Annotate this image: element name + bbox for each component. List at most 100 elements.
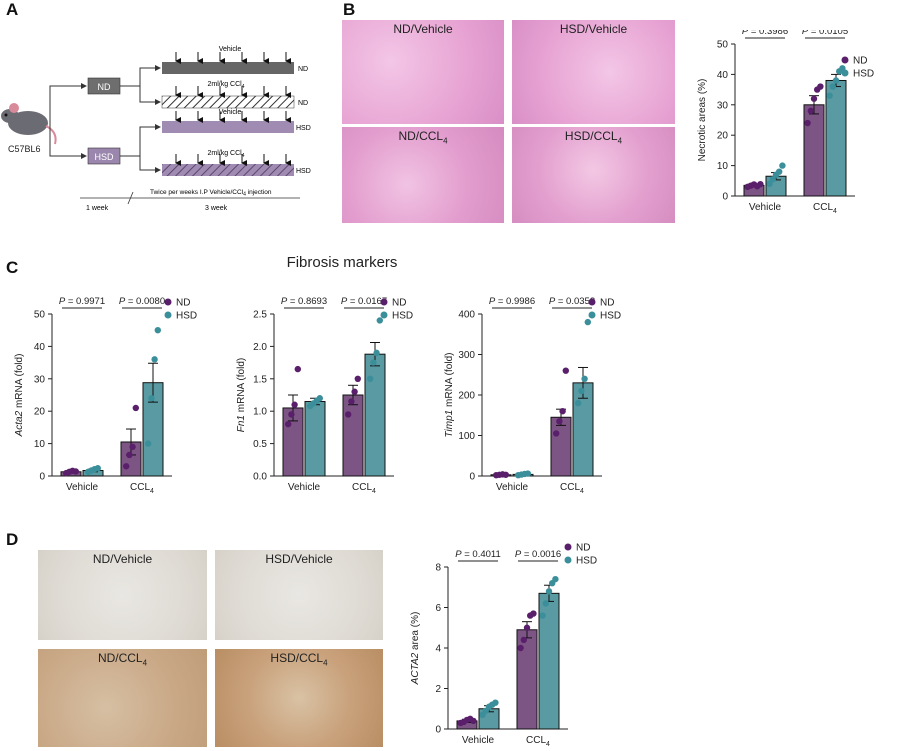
data-point xyxy=(129,443,136,451)
bar-hsd xyxy=(304,400,326,477)
y-tick-label: 300 xyxy=(458,350,475,361)
data-point xyxy=(367,375,374,382)
data-point xyxy=(769,176,776,183)
legend-label: ND xyxy=(600,298,614,309)
y-tick-label: 0 xyxy=(39,472,45,483)
y-axis-label: Acta2 mRNA (fold) xyxy=(14,354,25,438)
data-point xyxy=(376,317,383,324)
y-tick-label: 1.0 xyxy=(253,407,267,418)
x-tick-label: Vehicle xyxy=(66,482,99,493)
data-point xyxy=(345,411,352,418)
legend-label: ND xyxy=(576,543,590,554)
y-axis-label: Timp1 mRNA (fold) xyxy=(444,353,455,438)
y-tick-label: 30 xyxy=(34,374,46,385)
y-tick-label: 200 xyxy=(458,391,475,402)
mouse-icon xyxy=(1,103,57,145)
p-value-label: P = 0.9986 xyxy=(489,296,535,307)
x-tick-label: Vehicle xyxy=(496,482,529,493)
bar-hsd xyxy=(364,353,386,477)
legend-label: ND xyxy=(392,298,406,309)
data-point xyxy=(285,420,292,428)
data-point xyxy=(553,430,560,437)
legend-marker xyxy=(164,311,172,319)
data-point xyxy=(578,387,585,395)
data-point xyxy=(492,699,499,706)
p-value-label: P = 0.0016 xyxy=(515,549,561,560)
bar-nd xyxy=(516,629,538,730)
y-tick-label: 40 xyxy=(34,342,46,353)
x-tick-label: CCL4 xyxy=(813,202,837,215)
legend-marker xyxy=(380,311,388,319)
y-tick-label: 1.5 xyxy=(253,374,267,385)
x-tick-label: CCL4 xyxy=(352,482,376,495)
legend-label: HSD xyxy=(576,556,597,567)
data-point xyxy=(575,399,582,407)
y-tick-label: 10 xyxy=(717,161,729,172)
ihc-image-hsd-ccl4: HSD/CCL4 xyxy=(215,649,383,747)
data-point xyxy=(348,398,355,405)
fibrosis-markers-title: Fibrosis markers xyxy=(286,254,398,271)
data-point xyxy=(539,612,546,619)
p-value-label: P = 0.0358 xyxy=(549,296,595,307)
data-point xyxy=(132,404,139,412)
y-tick-label: 0 xyxy=(435,725,441,736)
y-axis-label: Fn1 mRNA (fold) xyxy=(236,358,247,432)
svg-text:ND: ND xyxy=(298,66,308,73)
data-point xyxy=(373,349,380,357)
legend-label: HSD xyxy=(392,311,413,322)
y-tick-label: 10 xyxy=(34,439,46,450)
data-point xyxy=(370,359,377,366)
week3-label: 3 week xyxy=(205,205,228,212)
y-tick-label: 20 xyxy=(34,407,46,418)
ihc-image-nd-ccl4: ND/CCL4 xyxy=(38,649,207,747)
data-point xyxy=(72,468,80,475)
experiment-schematic: C57BL6 ND HSD Vehicle 2ml/kg CCl4 Vehicl… xyxy=(1,46,311,212)
y-tick-label: 40 xyxy=(717,70,729,81)
acta2-area-chart: 0 2 4 6 8 ACTA2 area (%) Vehicle P = 0.4011 CCL4… xyxy=(410,543,597,749)
data-point xyxy=(294,365,301,373)
data-point xyxy=(581,375,588,382)
ihc-image-nd-vehicle: ND/Vehicle xyxy=(38,550,207,640)
legend-label: ND xyxy=(853,56,867,67)
injection-schedule-label: Twice per weeks I.P Vehicle/CCl4 injecti… xyxy=(150,189,272,198)
svg-text:HSD: HSD xyxy=(296,168,311,175)
svg-text:2ml/kg CCl4: 2ml/kg CCl4 xyxy=(207,150,244,159)
data-point xyxy=(832,77,840,84)
p-value-label: P = 0.0080 xyxy=(119,296,165,307)
x-tick-label: CCL4 xyxy=(526,735,550,748)
data-point xyxy=(545,588,553,595)
svg-text:HSD: HSD xyxy=(296,125,311,132)
svg-text:ND: ND xyxy=(298,100,308,107)
he-image-nd-vehicle: ND/Vehicle xyxy=(342,20,504,124)
x-tick-label: Vehicle xyxy=(749,202,782,213)
y-tick-label: 0.5 xyxy=(253,439,267,450)
nd-diet-box: ND xyxy=(98,82,111,92)
panel-label-a: A xyxy=(6,0,19,19)
data-point xyxy=(556,418,563,425)
data-point xyxy=(804,119,811,127)
panel-label-d: D xyxy=(6,530,19,549)
data-point xyxy=(530,610,537,617)
y-axis-label: ACTA2 area (%) xyxy=(410,612,421,686)
y-tick-label: 30 xyxy=(717,100,729,111)
data-point xyxy=(826,92,833,99)
data-point xyxy=(288,411,295,418)
data-point xyxy=(559,408,566,415)
legend-label: HSD xyxy=(176,311,197,322)
data-point xyxy=(520,636,527,644)
data-point xyxy=(810,95,818,102)
data-point xyxy=(817,83,824,90)
he-image-hsd-ccl4: HSD/CCL4 xyxy=(512,127,675,223)
y-tick-label: 400 xyxy=(458,310,475,321)
data-point xyxy=(145,440,152,447)
he-image-hsd-vehicle: HSD/Vehicle xyxy=(512,20,675,124)
fn1-mrna-chart: 0.0 0.5 1.0 1.5 2.0 2.5 Fn1 mRNA (fold) Vehicle… xyxy=(236,296,413,495)
legend-marker xyxy=(588,298,596,306)
timp1-mrna-chart: 0 100 200 300 400 Timp1 mRNA (fold) Vehicle P =… xyxy=(444,296,621,495)
data-point xyxy=(94,465,102,472)
data-point xyxy=(123,463,130,470)
bar-nd xyxy=(803,104,825,197)
hsd-diet-box: HSD xyxy=(94,152,114,162)
data-point xyxy=(470,717,477,725)
ihc-image-hsd-vehicle: HSD/Vehicle xyxy=(215,550,383,640)
